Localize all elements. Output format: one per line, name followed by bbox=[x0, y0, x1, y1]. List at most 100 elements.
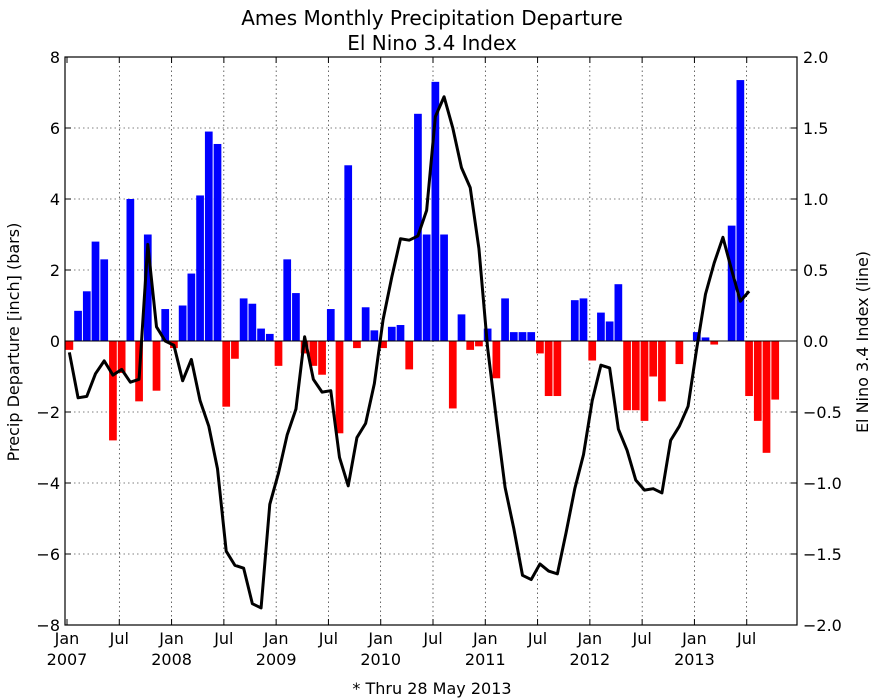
precip-bar bbox=[570, 300, 579, 341]
x-tick-year: 2008 bbox=[151, 650, 192, 669]
precip-bar bbox=[204, 131, 213, 341]
x-tick-year: 2010 bbox=[360, 650, 401, 669]
y2-tick-label: −0.5 bbox=[803, 403, 842, 422]
precip-bar bbox=[623, 341, 631, 411]
precip-bar bbox=[631, 341, 640, 411]
x-tick-label: Jan bbox=[367, 629, 393, 648]
precip-bar bbox=[753, 341, 762, 421]
precip-bar bbox=[74, 310, 82, 341]
precip-bar bbox=[658, 341, 666, 402]
precip-bar bbox=[605, 321, 614, 341]
y2-tick-label: −1.0 bbox=[803, 474, 842, 493]
precip-bar bbox=[649, 341, 658, 377]
x-tick-year: 2011 bbox=[465, 650, 506, 669]
precip-bar bbox=[335, 341, 344, 434]
precip-bar bbox=[475, 341, 483, 347]
y-tick-label: −2 bbox=[36, 403, 60, 422]
y-tick-label: −8 bbox=[36, 616, 60, 635]
x-tick-label: Jul bbox=[422, 629, 442, 648]
precip-bar bbox=[518, 332, 527, 341]
precip-bar bbox=[414, 113, 422, 341]
precip-bars bbox=[65, 80, 780, 453]
x-tick-label: Jan bbox=[681, 629, 707, 648]
y2-tick-label: −1.5 bbox=[803, 545, 842, 564]
precip-bar bbox=[771, 341, 780, 400]
precip-bar bbox=[117, 341, 126, 373]
precip-bar bbox=[152, 341, 161, 391]
precip-bar bbox=[614, 284, 623, 341]
nino-line bbox=[67, 95, 751, 610]
precip-bar bbox=[710, 341, 719, 345]
x-tick-year: 2007 bbox=[47, 650, 88, 669]
y-tick-label: 0 bbox=[50, 332, 60, 351]
precip-bar bbox=[309, 341, 318, 366]
precip-bar bbox=[701, 337, 710, 341]
precip-bar bbox=[527, 332, 536, 341]
precip-bar bbox=[178, 305, 187, 341]
precip-bar bbox=[509, 332, 518, 341]
precip-bar bbox=[353, 341, 361, 349]
y-axis-left: −8 −6 −4 −2 0 2 4 6 8 bbox=[36, 48, 797, 635]
precip-bar bbox=[448, 341, 457, 409]
precip-bar bbox=[187, 273, 196, 341]
y2-tick-label: 1.0 bbox=[803, 190, 828, 209]
precip-bar bbox=[379, 341, 387, 349]
precip-bar bbox=[579, 298, 588, 341]
precip-bar bbox=[265, 333, 274, 341]
precip-bar bbox=[640, 341, 649, 421]
y-tick-label: 2 bbox=[50, 261, 60, 280]
footnote: * Thru 28 May 2013 bbox=[352, 679, 511, 698]
precip-bar bbox=[588, 341, 597, 361]
x-tick-label: Jan bbox=[54, 629, 80, 648]
precip-bar bbox=[344, 165, 353, 341]
x-tick-label: Jan bbox=[263, 629, 289, 648]
y2-tick-label: 1.5 bbox=[803, 119, 828, 138]
precip-bar bbox=[553, 341, 562, 397]
precip-bar bbox=[405, 341, 414, 370]
precip-bar bbox=[222, 341, 231, 407]
y-tick-label: −4 bbox=[36, 474, 60, 493]
precip-bar bbox=[143, 234, 152, 341]
precip-bar bbox=[82, 291, 91, 341]
precip-bar bbox=[762, 341, 771, 453]
x-tick-label: Jul bbox=[213, 629, 233, 648]
y-tick-label: 8 bbox=[50, 48, 60, 67]
precip-bar bbox=[457, 314, 466, 341]
chart-title: Ames Monthly Precipitation Departure bbox=[241, 6, 623, 30]
y2-tick-label: 2.0 bbox=[803, 48, 828, 67]
x-axis: Jan 2007 Jul Jan 2008 Jul Jan 2009 Jul Jan 2010 Jul… bbox=[47, 57, 756, 669]
y2-axis-label: El Nino 3.4 Index (line) bbox=[853, 251, 872, 433]
precip-bar bbox=[396, 325, 405, 341]
x-tick-year: 2009 bbox=[256, 650, 297, 669]
precip-bar bbox=[440, 234, 448, 341]
x-tick-label: Jan bbox=[577, 629, 603, 648]
x-tick-label: Jul bbox=[527, 629, 547, 648]
precip-bar bbox=[466, 341, 475, 350]
precip-bar bbox=[745, 341, 753, 397]
precip-bar bbox=[283, 259, 292, 341]
x-tick-label: Jul bbox=[109, 629, 129, 648]
precip-bar bbox=[326, 309, 335, 341]
precip-bar bbox=[231, 341, 239, 359]
precip-bar bbox=[109, 341, 117, 441]
precip-bar bbox=[536, 341, 544, 354]
y2-tick-label: 0.5 bbox=[803, 261, 828, 280]
y-tick-label: 6 bbox=[50, 119, 60, 138]
precip-bar bbox=[361, 307, 370, 341]
precip-bar bbox=[501, 298, 509, 341]
y-tick-label: 4 bbox=[50, 190, 60, 209]
precip-bar bbox=[274, 341, 283, 366]
y2-tick-label: 0.0 bbox=[803, 332, 828, 351]
precip-bar bbox=[65, 341, 74, 350]
precip-bar bbox=[196, 195, 204, 341]
precip-bar bbox=[239, 298, 248, 341]
precip-bar bbox=[292, 293, 300, 341]
precip-bar bbox=[370, 330, 379, 341]
precip-bar bbox=[422, 234, 431, 341]
precip-bar bbox=[727, 225, 736, 341]
precip-bar bbox=[161, 309, 170, 341]
x-tick-label: Jul bbox=[318, 629, 338, 648]
precip-bar bbox=[387, 326, 396, 341]
y2-tick-label: −2.0 bbox=[803, 616, 842, 635]
